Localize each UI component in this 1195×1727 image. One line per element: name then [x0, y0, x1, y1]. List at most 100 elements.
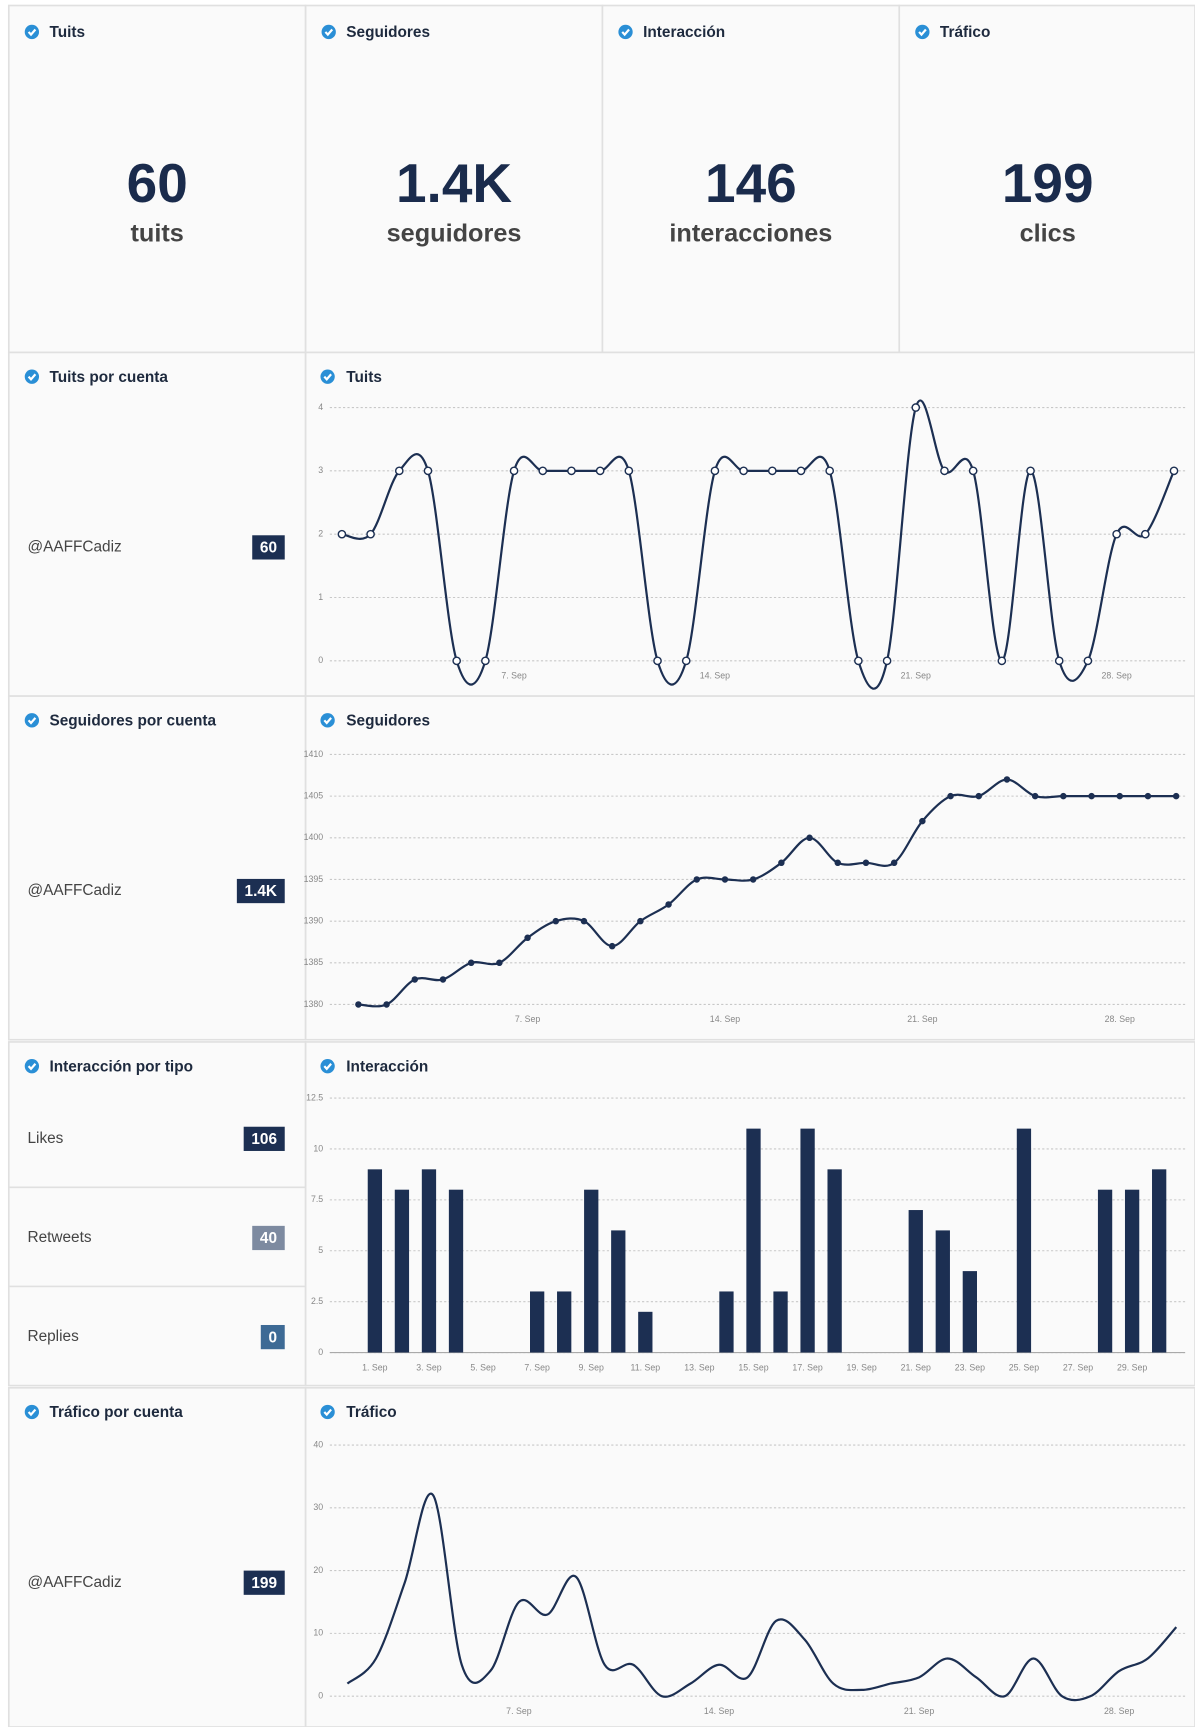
point — [496, 959, 503, 967]
y-tick-label: 12.5 — [306, 1092, 323, 1102]
point — [552, 917, 560, 925]
y-tick-label: 40 — [313, 1439, 323, 1449]
y-tick-label: 30 — [313, 1502, 323, 1512]
kpi-unit: clics — [1020, 219, 1076, 247]
badge — [260, 1324, 285, 1350]
point — [710, 466, 720, 476]
x-tick-label: 1. Sep — [362, 1362, 388, 1372]
card — [7, 351, 307, 697]
bar — [773, 1291, 788, 1353]
card — [7, 1041, 307, 1387]
icon-check — [27, 1063, 37, 1071]
point — [580, 917, 588, 925]
x-tick-label: 7. Sep — [501, 671, 527, 681]
account-label: Retweets — [27, 1229, 91, 1246]
chart-title: Tráfico — [346, 1404, 396, 1421]
kpi-unit: seguidores — [387, 219, 522, 247]
badge-value: 0 — [268, 1329, 277, 1346]
point — [1172, 792, 1180, 800]
point — [975, 792, 982, 800]
card — [898, 4, 1195, 354]
x-tick-label: 7. Sep — [515, 1014, 541, 1024]
icon-check — [918, 28, 927, 37]
point — [739, 466, 748, 476]
y-tick-label: 2.5 — [311, 1296, 323, 1306]
card — [304, 695, 1195, 1041]
badge — [243, 1570, 285, 1595]
x-tick-label: 23. Sep — [955, 1362, 985, 1372]
x-tick-label: 14. Sep — [710, 1014, 740, 1024]
point — [997, 656, 1007, 666]
badge-value: 40 — [260, 1230, 277, 1247]
x-tick-label: 7. Sep — [524, 1362, 550, 1372]
icon-check — [323, 1063, 332, 1071]
icon-check — [27, 1408, 37, 1417]
panel-title: Tráfico por cuenta — [49, 1404, 183, 1421]
point — [1003, 776, 1011, 783]
x-tick-label: 28. Sep — [1104, 1706, 1134, 1716]
point — [439, 976, 447, 983]
x-tick-label: 7. Sep — [506, 1706, 532, 1716]
point — [693, 876, 701, 883]
y-tick-label: 5 — [318, 1245, 323, 1255]
x-tick-label: 13. Sep — [684, 1362, 714, 1372]
point — [806, 834, 813, 842]
icon-check — [621, 28, 630, 37]
x-tick-label: 25. Sep — [1009, 1362, 1039, 1372]
point — [337, 529, 347, 539]
y-tick-label: 7.5 — [311, 1194, 323, 1204]
point — [947, 792, 954, 800]
badge — [243, 1126, 285, 1151]
kpi-value: 199 — [1002, 152, 1094, 214]
bar — [1016, 1128, 1032, 1353]
badge — [252, 1225, 285, 1251]
bar — [746, 1128, 761, 1353]
card-title: Tuits — [49, 24, 85, 41]
bar — [421, 1169, 437, 1353]
bar — [827, 1169, 842, 1353]
point — [749, 876, 757, 883]
y-tick-label: 0 — [318, 1690, 323, 1700]
x-tick-label: 14. Sep — [704, 1706, 734, 1716]
icon-check — [323, 373, 332, 381]
point — [394, 466, 404, 476]
y-tick-label: 1385 — [304, 957, 324, 967]
badge-value: 106 — [251, 1131, 277, 1148]
x-tick-label: 3. Sep — [416, 1362, 442, 1372]
point — [595, 466, 605, 476]
icon-check — [27, 28, 37, 37]
kpi-unit: interacciones — [669, 219, 832, 247]
y-tick-label: 2 — [318, 529, 323, 539]
point — [411, 976, 419, 983]
bar — [1152, 1169, 1167, 1353]
point — [1060, 792, 1067, 800]
bar — [611, 1230, 626, 1353]
bar — [584, 1189, 599, 1353]
icon-check — [324, 28, 334, 37]
x-tick-label: 29. Sep — [1117, 1362, 1147, 1372]
point — [796, 466, 806, 476]
point — [721, 876, 729, 883]
icon-check — [323, 1408, 332, 1417]
chart-title: Seguidores — [346, 712, 430, 729]
bar — [638, 1311, 653, 1353]
bar — [908, 1210, 923, 1353]
card — [304, 1386, 1195, 1727]
icon-check — [27, 373, 37, 381]
x-tick-label: 21. Sep — [904, 1706, 934, 1716]
y-tick-label: 1395 — [304, 874, 324, 884]
point — [481, 656, 490, 666]
badge — [252, 535, 285, 560]
bar — [800, 1128, 815, 1353]
point — [825, 466, 835, 476]
y-tick-label: 1405 — [304, 790, 324, 800]
point — [1169, 466, 1179, 476]
point — [423, 466, 433, 476]
y-tick-label: 20 — [313, 1565, 323, 1575]
point — [681, 656, 691, 666]
badge-value: 199 — [251, 1575, 277, 1592]
bar — [529, 1291, 545, 1353]
point — [919, 817, 926, 825]
